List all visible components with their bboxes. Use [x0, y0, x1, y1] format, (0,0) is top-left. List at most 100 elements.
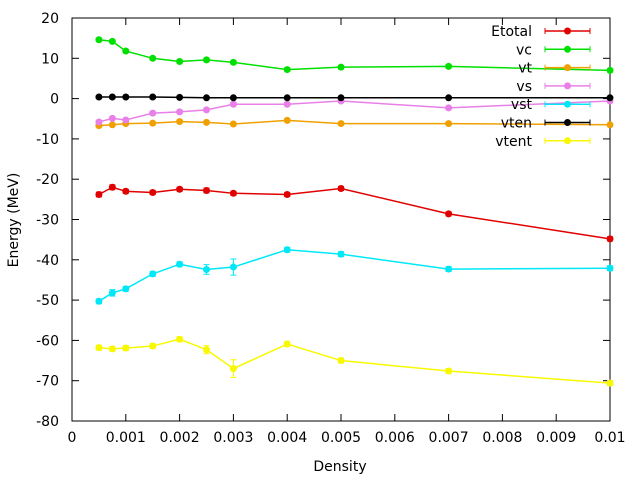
y-tick-label: 0: [50, 92, 59, 108]
data-point: [122, 47, 130, 55]
data-point: [445, 210, 453, 218]
data-point: [149, 54, 157, 62]
data-point: [95, 191, 103, 199]
data-point: [176, 58, 184, 66]
data-point: [445, 367, 453, 375]
data-point: [149, 109, 157, 117]
data-point: [203, 118, 210, 126]
series-vst: [95, 246, 614, 305]
data-point: [149, 270, 157, 278]
x-tick-label: 0.002: [160, 430, 200, 446]
data-point: [283, 94, 291, 102]
data-point: [229, 58, 237, 66]
data-point: [176, 93, 184, 101]
data-point: [122, 93, 130, 101]
x-tick-label: 0.009: [536, 430, 576, 446]
series-vtent: [95, 335, 614, 387]
data-point: [229, 263, 237, 271]
x-tick-label: 0.003: [213, 430, 253, 446]
y-tick-label: -20: [36, 172, 59, 188]
y-tick-label: 10: [41, 51, 59, 67]
series-line-vst: [98, 248, 611, 302]
data-point: [176, 335, 184, 343]
y-tick-label: -50: [36, 293, 59, 309]
data-point: [229, 94, 237, 102]
data-point: [203, 56, 210, 64]
x-tick-label: 0.01: [594, 430, 625, 446]
data-point: [122, 344, 130, 352]
data-point: [229, 120, 237, 128]
data-point: [606, 235, 614, 243]
data-point: [95, 93, 103, 101]
y-axis-title: Energy (MeV): [6, 173, 22, 268]
series-vs: [95, 97, 614, 126]
y-tick-label: -10: [36, 132, 59, 148]
data-point: [95, 344, 103, 352]
data-point: [122, 187, 130, 195]
y-tick-label: -70: [36, 374, 59, 390]
x-tick-label: 0.005: [321, 430, 361, 446]
data-point: [122, 285, 130, 293]
data-point: [229, 189, 237, 197]
data-point: [606, 121, 614, 129]
data-point: [95, 297, 103, 305]
tick-marks: [71, 17, 611, 422]
data-point: [108, 37, 116, 45]
data-point: [606, 379, 614, 387]
legend-label-vten: vten: [501, 116, 532, 132]
data-point: [176, 185, 184, 193]
data-point: [108, 345, 116, 353]
data-point: [445, 62, 453, 70]
data-point: [229, 100, 237, 108]
data-point: [203, 346, 210, 354]
data-point: [283, 100, 291, 108]
series-line-vten: [98, 96, 610, 99]
legend-marker-vten: [564, 119, 571, 126]
series-line-vt: [98, 119, 611, 127]
x-tick-label: 0.004: [267, 430, 307, 446]
data-point: [149, 93, 157, 101]
legend-label-Etotal: Etotal: [491, 24, 532, 40]
series-vt: [95, 116, 614, 130]
data-point: [283, 246, 291, 254]
data-point: [229, 365, 237, 373]
legend-label-vst: vst: [511, 97, 533, 113]
y-tick-label: -60: [36, 333, 59, 349]
data-point: [606, 264, 614, 272]
x-axis-title: Density: [313, 459, 366, 475]
x-tick-label: 0: [68, 430, 77, 446]
data-point: [337, 94, 345, 102]
x-tick-label: 0.006: [375, 430, 415, 446]
data-point: [176, 118, 184, 126]
data-point: [445, 120, 453, 128]
data-point: [606, 66, 614, 74]
data-point: [108, 121, 116, 129]
data-point: [149, 342, 157, 350]
legend-label-vc: vc: [516, 42, 532, 58]
series-vc: [95, 36, 614, 74]
series-layer: [95, 36, 614, 387]
data-point: [445, 104, 453, 112]
data-point: [283, 116, 291, 124]
data-point: [149, 188, 157, 196]
data-point: [108, 93, 116, 101]
series-line-vtent: [98, 338, 611, 384]
legend-marker-vc: [564, 45, 571, 53]
data-point: [122, 116, 130, 124]
series-vten: [95, 93, 614, 102]
data-point: [445, 265, 453, 273]
data-point: [203, 94, 210, 102]
data-point: [337, 120, 345, 128]
legend-marker-Etotal: [564, 27, 571, 35]
data-point: [445, 94, 453, 102]
data-point: [95, 118, 103, 126]
data-point: [176, 108, 184, 116]
data-point: [606, 94, 614, 102]
data-point: [149, 119, 157, 127]
y-tick-label: -30: [36, 213, 59, 229]
legend-label-vs: vs: [516, 79, 532, 95]
data-point: [95, 36, 103, 44]
data-point: [203, 265, 210, 273]
data-point: [203, 106, 210, 114]
